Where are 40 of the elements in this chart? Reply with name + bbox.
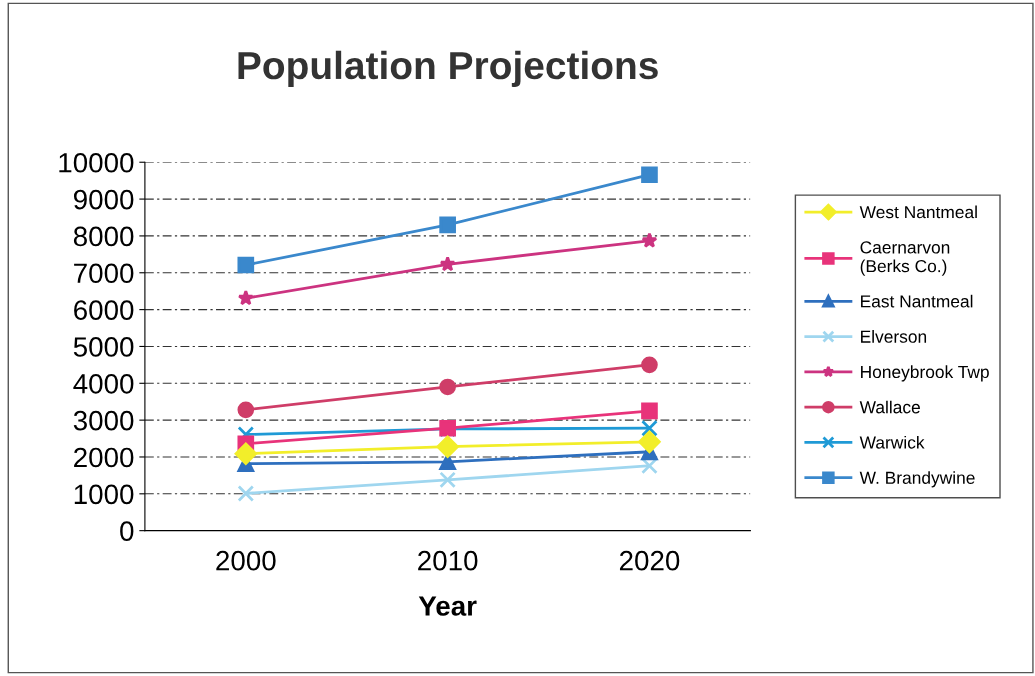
y-tick-label: 4000 [73, 373, 134, 394]
legend-label: Warwick [859, 435, 925, 449]
point [439, 378, 456, 396]
x-axis-title: Year [418, 596, 477, 616]
point [237, 289, 254, 306]
point [638, 430, 661, 454]
y-tick-label: 1000 [74, 484, 134, 505]
point [439, 255, 456, 272]
x-tick-label: 2020 [619, 550, 680, 571]
y-tick-label: 10000 [59, 152, 134, 173]
y-tick-label: 7000 [74, 263, 134, 284]
y-tick-label: 9000 [74, 189, 134, 210]
y-tick-label: 3000 [73, 410, 134, 431]
point [237, 256, 255, 274]
legend-label: Caernarvon (Berks Co.) [860, 241, 950, 276]
point [641, 356, 658, 374]
y-tick-label: 8000 [73, 226, 134, 247]
legend-label: East Nantmeal [861, 294, 973, 308]
point [436, 435, 459, 458]
point [641, 232, 658, 248]
legend-label: W. Brandywine [859, 471, 975, 488]
point [234, 442, 258, 465]
x-tick-label: 2010 [418, 550, 478, 571]
y-tick-label: 0 [120, 521, 134, 541]
y-tick-label: 5000 [73, 337, 134, 357]
point [641, 419, 658, 437]
point [641, 166, 658, 184]
point [439, 471, 456, 489]
y-tick-label: 2000 [74, 447, 134, 468]
point [237, 401, 255, 419]
legend-label: Wallace [859, 400, 920, 414]
point [641, 402, 658, 420]
y-tick-label: 6000 [74, 300, 134, 320]
point [237, 485, 255, 502]
legend-label: Elverson [861, 330, 927, 343]
x-tick-label: 2000 [216, 550, 276, 571]
legend-label: West Nantmeal [859, 205, 977, 219]
legend-label: Honeybrook Twp [861, 365, 989, 382]
point [439, 216, 456, 234]
chart-title: Population Projections [238, 50, 658, 87]
